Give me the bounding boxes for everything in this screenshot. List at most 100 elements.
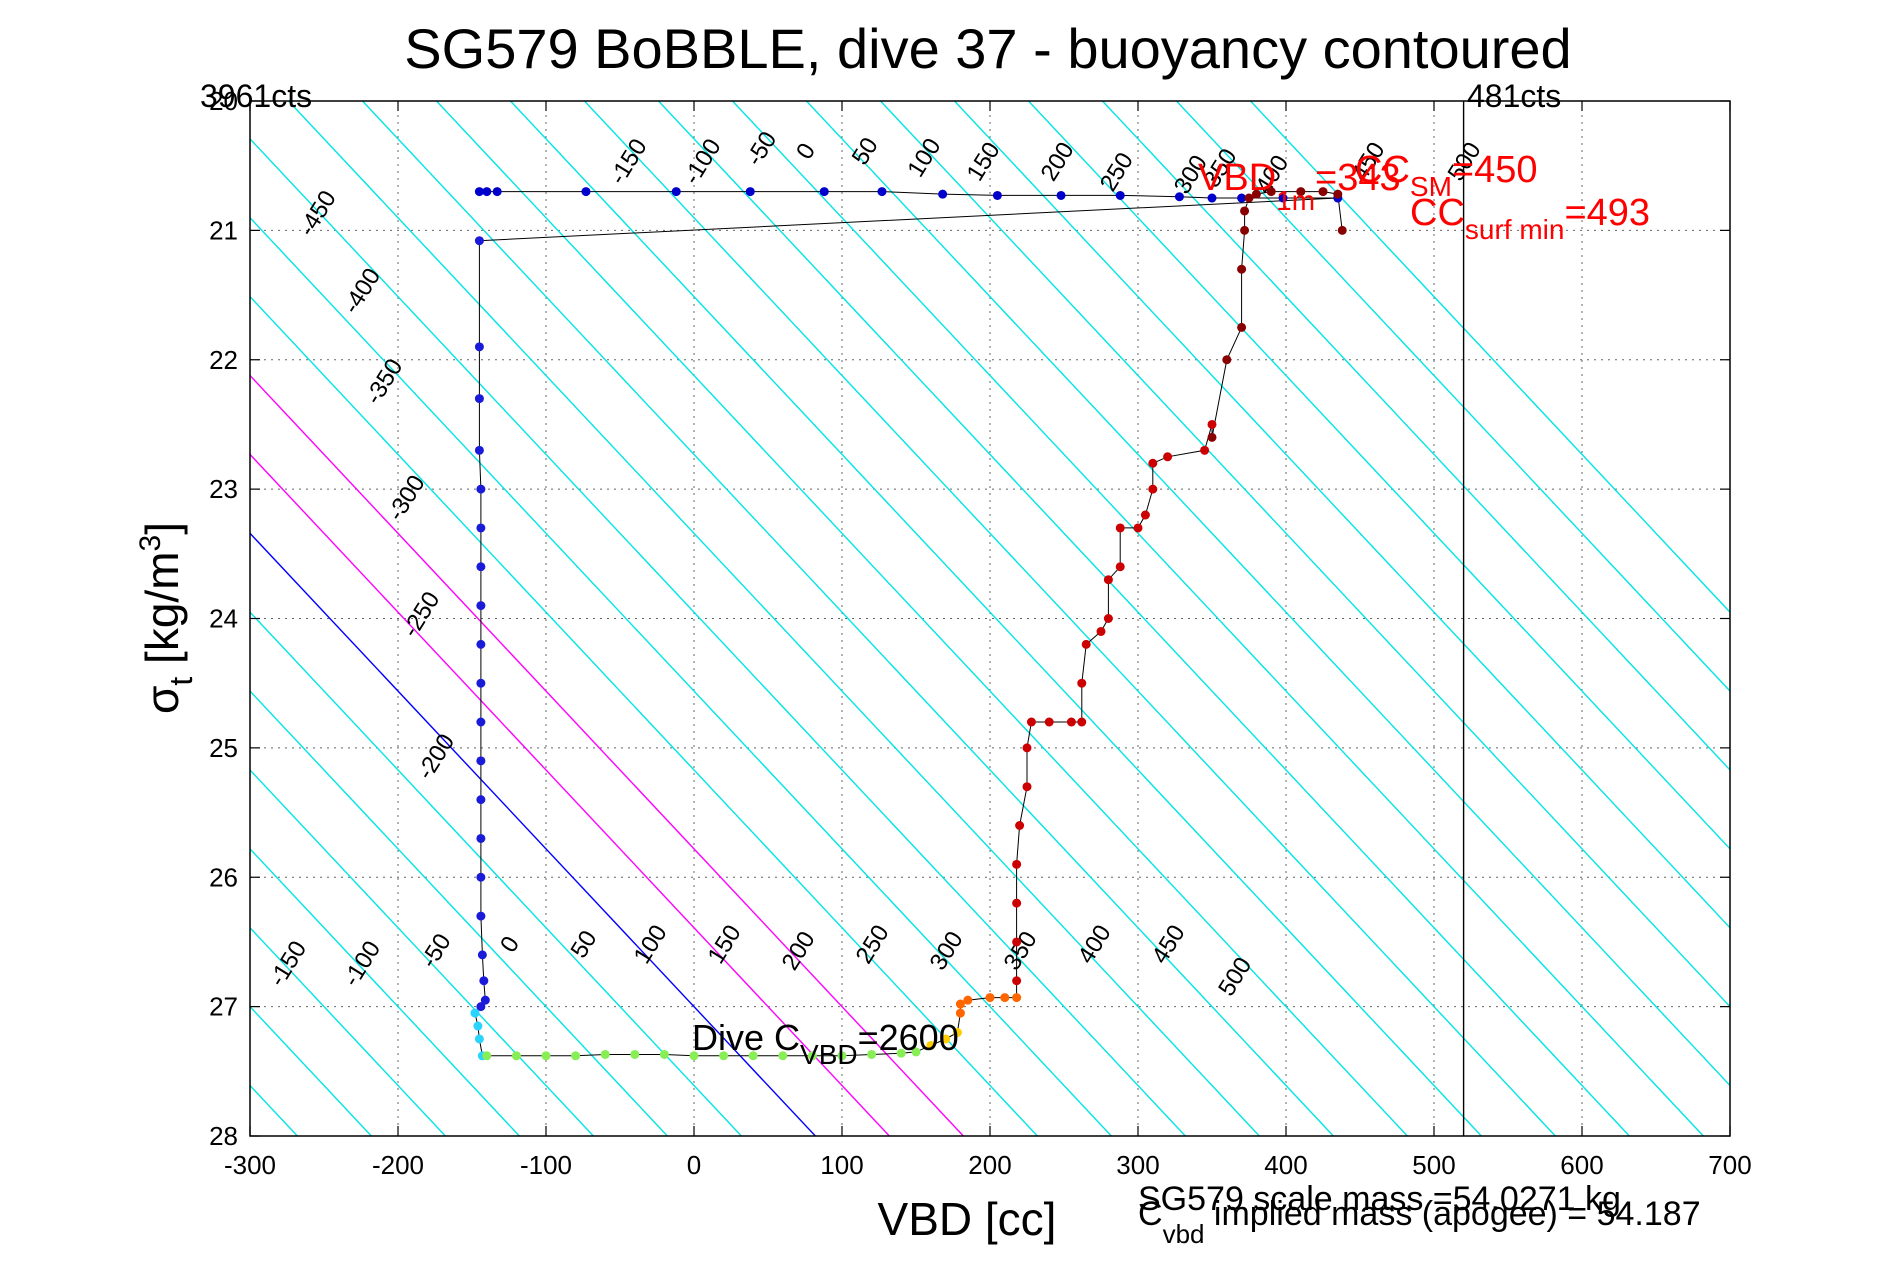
y-axis-label: σt [kg/m3]: [134, 522, 199, 714]
cc-surf-min-sub: surf min: [1465, 214, 1565, 245]
counts-left-label: 3961cts: [200, 78, 312, 114]
data-point: [992, 190, 1002, 200]
data-point: [476, 601, 486, 611]
data-point: [1207, 432, 1217, 442]
data-point: [476, 833, 486, 843]
vbd-1m-sub: 1m: [1276, 185, 1315, 216]
x-tick-label: 700: [1708, 1150, 1751, 1180]
x-tick-label: -200: [372, 1150, 424, 1180]
contour-line: [953, 101, 1730, 929]
cc-sm-sub: SM: [1410, 171, 1452, 202]
y-tick-label: 25: [209, 733, 238, 763]
contour-line: [250, 690, 668, 1136]
contour-line: [250, 295, 1038, 1136]
data-point: [938, 189, 948, 199]
y-tick-label: 23: [209, 474, 238, 504]
grid-lines: [249, 100, 1731, 1137]
data-point: [474, 236, 484, 246]
data-point: [482, 1051, 492, 1061]
x-tick-label: 600: [1560, 1150, 1603, 1180]
data-series: [470, 187, 1347, 1061]
data-point: [1240, 225, 1250, 235]
data-point: [1251, 189, 1261, 199]
data-point: [480, 995, 490, 1005]
data-point: [778, 1051, 788, 1061]
data-point: [541, 1051, 551, 1061]
data-point: [1000, 993, 1010, 1003]
y-axis-label-sub: t: [163, 677, 199, 686]
data-point: [1115, 562, 1125, 572]
contour-line: [250, 374, 964, 1136]
data-point: [955, 1008, 965, 1018]
data-point: [819, 187, 829, 197]
data-point: [1115, 523, 1125, 533]
y-tick-label: 22: [209, 345, 238, 375]
data-point: [659, 1049, 669, 1059]
data-point: [477, 950, 487, 960]
contour-line: [1175, 101, 1730, 693]
data-point: [1318, 187, 1328, 197]
series-dive-upper: [474, 187, 1343, 203]
data-point: [1200, 445, 1210, 455]
y-tick-label: 24: [209, 604, 238, 634]
chart-title: SG579 BoBBLE, dive 37 - buoyancy contour…: [404, 17, 1571, 80]
y-axis-label-sup: 3: [134, 535, 167, 552]
data-point: [1066, 717, 1076, 727]
data-point: [479, 976, 489, 986]
data-point: [896, 1048, 906, 1058]
contour-line: [509, 101, 1482, 1136]
series-dive-descent: [474, 236, 490, 1012]
data-point: [492, 187, 502, 197]
cc-sm-label: CCSM=450: [1355, 149, 1537, 202]
contour-line: [250, 768, 594, 1136]
x-tick-label: 400: [1264, 1150, 1307, 1180]
data-point: [689, 1051, 699, 1061]
cc-surf-min-value: =493: [1564, 192, 1650, 234]
data-point: [1012, 859, 1022, 869]
data-point: [1296, 187, 1306, 197]
series-climb-steps: [1012, 419, 1217, 986]
data-point: [941, 1034, 951, 1044]
data-point: [1163, 452, 1173, 462]
data-point: [748, 1051, 758, 1061]
contour-line: [250, 532, 816, 1136]
data-point: [1278, 193, 1288, 203]
cc-surf-min-main: CC: [1410, 192, 1465, 234]
contour-line: [583, 101, 1556, 1136]
data-point: [474, 1034, 484, 1044]
data-point: [1103, 614, 1113, 623]
data-point: [571, 1051, 581, 1061]
vbd-1m-main: VBD: [1198, 157, 1276, 199]
data-point: [1056, 190, 1066, 200]
data-point: [476, 562, 486, 572]
counts-right-label: 481cts: [1467, 78, 1561, 114]
data-point: [476, 911, 486, 921]
data-point: [476, 872, 486, 882]
vbd-1m-label: VBD1m=343: [1198, 157, 1401, 216]
x-tick-label: 300: [1116, 1150, 1159, 1180]
cc-sm-main: CC: [1355, 149, 1410, 191]
data-point: [1077, 678, 1087, 688]
data-point: [1148, 484, 1158, 494]
data-point: [1022, 782, 1032, 792]
y-tick-label: 21: [209, 215, 238, 245]
y-axis-label-close: ]: [136, 522, 188, 535]
contour-line: [250, 847, 520, 1136]
data-point: [1012, 937, 1022, 947]
data-point: [1240, 206, 1250, 216]
data-point: [1337, 225, 1347, 235]
data-point: [1015, 821, 1025, 830]
contour-line: [1249, 101, 1730, 614]
contour-line: [287, 101, 1260, 1136]
data-point: [600, 1049, 610, 1059]
y-tick-label: 28: [209, 1121, 238, 1151]
series-bottom-transit: [482, 1047, 921, 1061]
scale-mass-label: SG579 scale mass =54.0271 kg: [1138, 1180, 1621, 1218]
cc-surf-min-label: CCsurf min=493: [1410, 192, 1650, 245]
contour-line: [805, 101, 1730, 1087]
data-point: [1044, 717, 1054, 727]
data-point: [1096, 626, 1106, 636]
data-point: [1022, 743, 1032, 753]
x-tick-label: -300: [224, 1150, 276, 1180]
